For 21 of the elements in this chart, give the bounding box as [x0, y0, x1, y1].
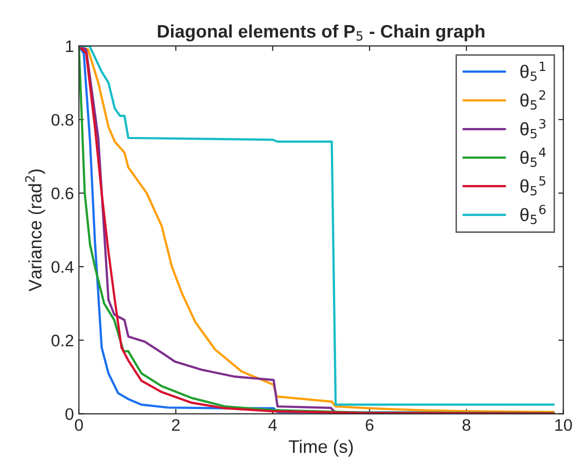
legend-label: θ$_{5}$$^{2}$: [520, 90, 546, 110]
y-tick-label: 1: [66, 40, 74, 52]
x-tick-label: 4: [268, 419, 277, 431]
y-axis-title: Variance (rad$^{2}$): [25, 169, 46, 292]
legend-label: θ$_{5}$$^{1}$: [520, 62, 546, 81]
y-tick-label: 0: [65, 408, 74, 420]
y-tick-label: 0.2: [52, 334, 74, 346]
legend-label: θ$_{5}$$^{3}$: [520, 118, 546, 138]
legend-label: θ$_{5}$$^{6}$: [520, 204, 546, 224]
x-tick-label: 10: [555, 419, 572, 431]
x-axis-title: Time (s): [288, 440, 353, 457]
legend-label: θ$_{5}$$^{5}$: [520, 176, 546, 196]
x-tick-label: 6: [366, 419, 374, 431]
chart-title: Diagonal elements of P$_{5}$ - Chain graph: [158, 24, 484, 42]
y-tick-label: 0.8: [52, 114, 74, 126]
x-tick-label: 2: [172, 419, 180, 431]
x-tick-label: 8: [462, 419, 470, 431]
x-tick-label: 0: [74, 419, 83, 431]
legend-label: θ$_{5}$$^{4}$: [520, 148, 546, 167]
y-tick-label: 0.4: [52, 261, 74, 273]
y-tick-label: 0.6: [52, 188, 74, 200]
